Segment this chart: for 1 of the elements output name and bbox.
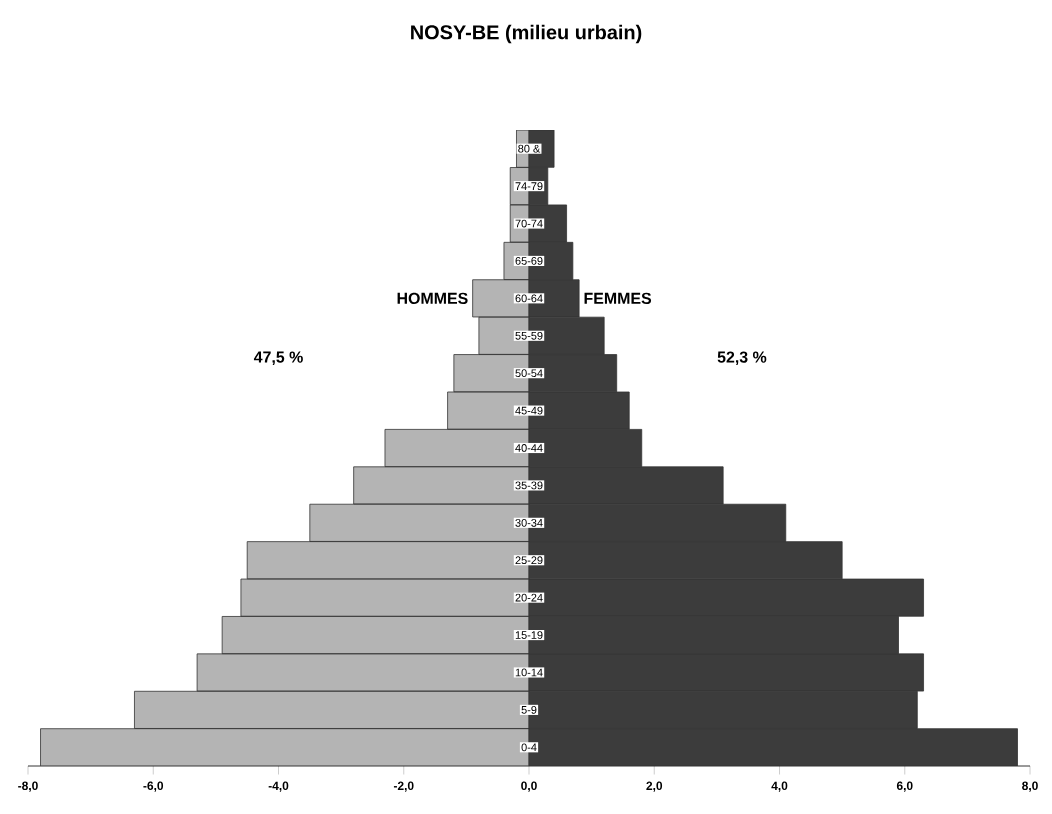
chart-title: NOSY-BE (milieu urbain) [411,24,642,44]
